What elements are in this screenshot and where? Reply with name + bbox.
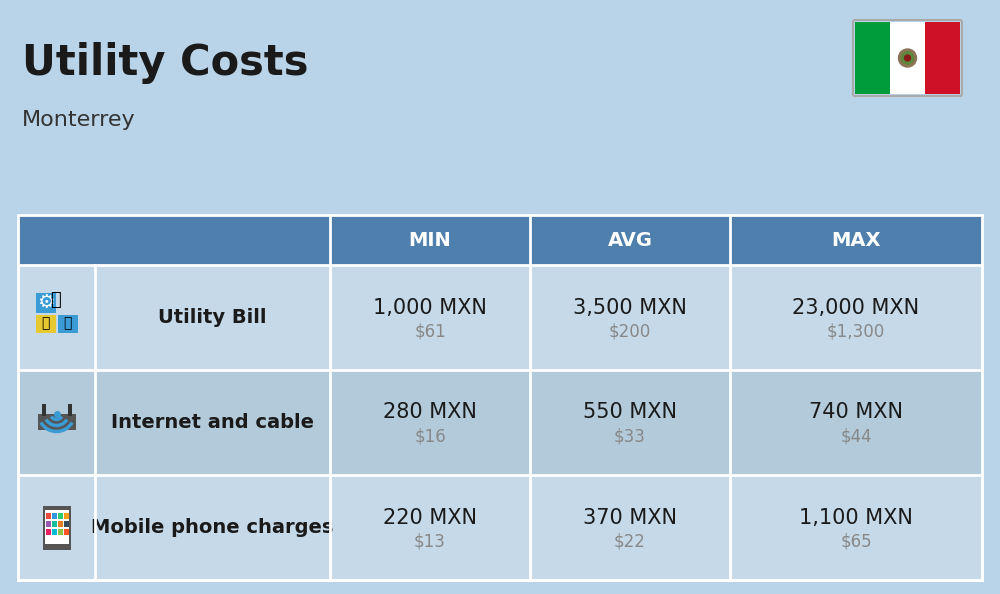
Text: $44: $44 xyxy=(840,428,872,446)
Bar xyxy=(52,513,56,519)
Circle shape xyxy=(904,55,910,61)
Bar xyxy=(18,370,982,475)
Text: 1,000 MXN: 1,000 MXN xyxy=(373,298,487,318)
Text: 3,500 MXN: 3,500 MXN xyxy=(573,298,687,318)
Bar xyxy=(18,215,982,265)
Text: AVG: AVG xyxy=(608,230,652,249)
Text: 💧: 💧 xyxy=(63,317,72,330)
Text: 220 MXN: 220 MXN xyxy=(383,507,477,527)
Text: Utility Costs: Utility Costs xyxy=(22,42,308,84)
Bar xyxy=(36,314,56,333)
Bar xyxy=(890,22,925,94)
Bar xyxy=(64,513,68,519)
Bar xyxy=(58,529,62,535)
Bar xyxy=(18,215,982,580)
Bar xyxy=(52,520,56,526)
Bar xyxy=(52,529,56,535)
Text: Monterrey: Monterrey xyxy=(22,110,136,130)
Text: $13: $13 xyxy=(414,532,446,551)
Text: Utility Bill: Utility Bill xyxy=(158,308,267,327)
Bar xyxy=(855,22,890,94)
Bar xyxy=(925,22,960,94)
Text: ⚙: ⚙ xyxy=(37,293,54,312)
Text: Internet and cable: Internet and cable xyxy=(111,413,314,432)
Bar xyxy=(42,403,46,415)
Text: 370 MXN: 370 MXN xyxy=(583,507,677,527)
Circle shape xyxy=(898,49,916,67)
Text: $16: $16 xyxy=(414,428,446,446)
Text: 740 MXN: 740 MXN xyxy=(809,403,903,422)
Text: MIN: MIN xyxy=(409,230,451,249)
Bar xyxy=(42,505,70,549)
Bar xyxy=(44,510,68,544)
Text: 👤: 👤 xyxy=(50,292,61,309)
Bar xyxy=(18,265,982,370)
Text: Mobile phone charges: Mobile phone charges xyxy=(91,518,334,537)
Bar xyxy=(36,292,56,312)
Text: $33: $33 xyxy=(614,428,646,446)
Bar xyxy=(46,513,50,519)
Text: $200: $200 xyxy=(609,323,651,340)
Text: 23,000 MXN: 23,000 MXN xyxy=(792,298,920,318)
Text: $61: $61 xyxy=(414,323,446,340)
Bar xyxy=(58,314,78,333)
Bar xyxy=(58,520,62,526)
Text: $65: $65 xyxy=(840,532,872,551)
Circle shape xyxy=(902,52,914,64)
Bar xyxy=(58,513,62,519)
Text: $1,300: $1,300 xyxy=(827,323,885,340)
Text: MAX: MAX xyxy=(831,230,881,249)
Bar xyxy=(64,529,68,535)
Text: $22: $22 xyxy=(614,532,646,551)
Bar xyxy=(64,520,68,526)
Text: 550 MXN: 550 MXN xyxy=(583,403,677,422)
Bar xyxy=(46,520,50,526)
Text: 1,100 MXN: 1,100 MXN xyxy=(799,507,913,527)
Bar xyxy=(38,413,76,429)
Text: 🔌: 🔌 xyxy=(41,317,50,330)
Bar xyxy=(46,529,50,535)
Text: 280 MXN: 280 MXN xyxy=(383,403,477,422)
Bar xyxy=(68,403,72,415)
Bar xyxy=(18,475,982,580)
